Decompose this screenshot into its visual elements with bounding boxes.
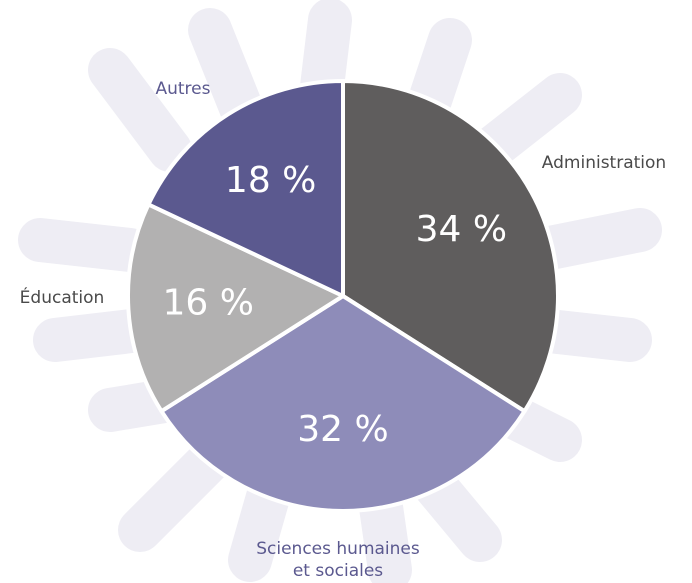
value-label: 34 % [416, 209, 507, 250]
category-label: Administration [534, 152, 674, 174]
category-label: Éducation [0, 287, 132, 309]
category-label: Sciences humaines et sociales [253, 538, 423, 582]
category-label: Autres [113, 78, 253, 100]
pie: 34 % 32 % 16 % 18 % [128, 81, 558, 511]
value-label: 16 % [163, 282, 254, 323]
page: 34 % 32 % 16 % 18 % Administration Sciences … [0, 0, 692, 583]
value-label: 32 % [297, 409, 388, 450]
value-label: 18 % [225, 160, 316, 201]
